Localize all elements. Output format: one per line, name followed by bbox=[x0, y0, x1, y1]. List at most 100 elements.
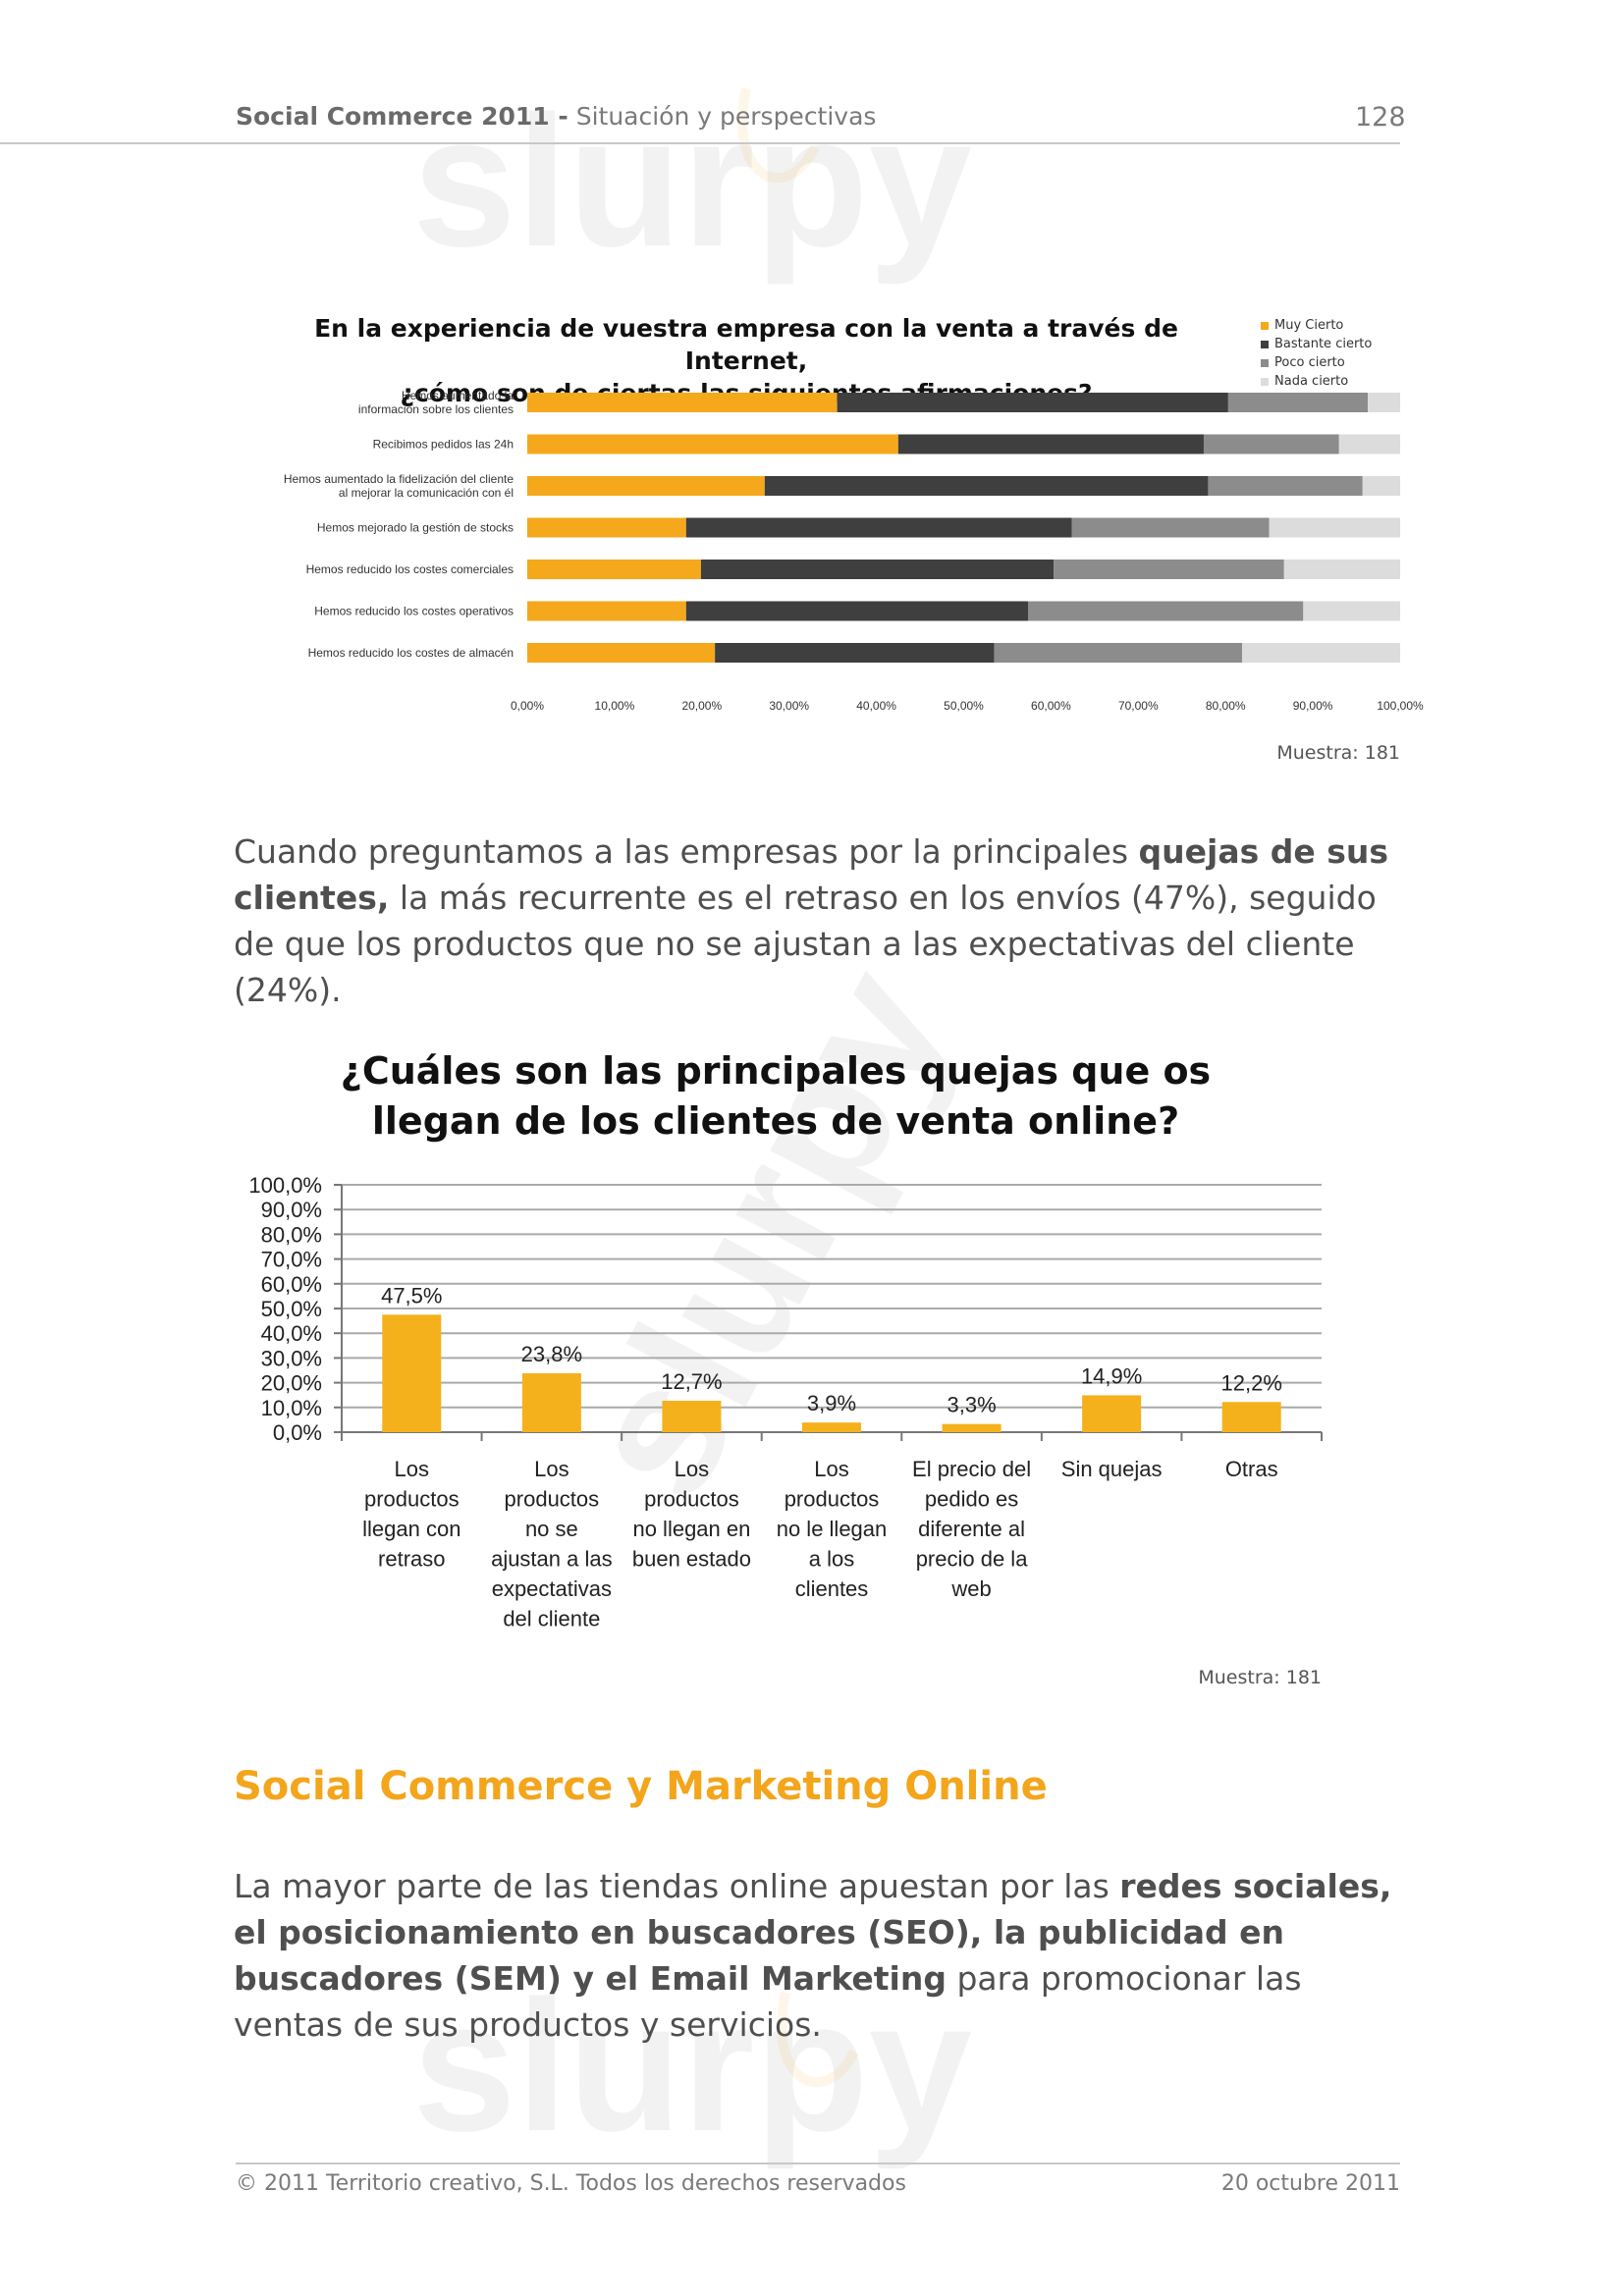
chart2-y-tick-label: 40,0% bbox=[261, 1321, 322, 1346]
chart2-title: ¿Cuáles son las principales quejas que o… bbox=[324, 1046, 1227, 1147]
paragraph-complaints: Cuando preguntamos a las empresas por la… bbox=[234, 828, 1412, 1013]
chart2-data-label: 14,9% bbox=[1081, 1363, 1142, 1388]
legend-label-nada-cierto: Nada cierto bbox=[1274, 374, 1349, 389]
chart1-x-tick-label: 20,00% bbox=[681, 699, 722, 713]
chart1-bar-segment bbox=[685, 601, 1029, 621]
chart1-category-label: Hemos aumentado la fidelización del clie… bbox=[284, 472, 514, 486]
legend-swatch-bastante-cierto bbox=[1261, 340, 1269, 348]
chart1-bar-segment bbox=[837, 393, 1228, 412]
chart1-title-line1: En la experiencia de vuestra empresa con… bbox=[314, 314, 1178, 375]
chart2-category-label: Los bbox=[814, 1457, 848, 1481]
chart2-y-tick-label: 10,0% bbox=[261, 1396, 322, 1420]
chart1-x-tick-label: 0,00% bbox=[511, 699, 544, 713]
chart1-bar-segment bbox=[715, 643, 995, 663]
paragraph-complaints-part2: la más recurrente es el retraso en los e… bbox=[234, 879, 1377, 1009]
chart1-category-label: Recibimos pedidos las 24h bbox=[373, 438, 514, 452]
chart2-category-label: productos bbox=[364, 1487, 460, 1512]
chart2-category-label: precio de la bbox=[916, 1547, 1029, 1572]
chart2-category-label: productos bbox=[785, 1487, 880, 1512]
chart2-category-label: no llegan en bbox=[632, 1517, 750, 1541]
chart1-category-label: Hemos reducido los costes comerciales bbox=[306, 562, 514, 576]
chart1-bar-segment bbox=[527, 393, 838, 412]
header-title-rest: Situación y perspectivas bbox=[568, 102, 877, 131]
chart1-category-label: Hemos mejorado la gestión de stocks bbox=[317, 521, 514, 535]
chart2-bar bbox=[662, 1400, 722, 1432]
chart1-bar-segment bbox=[1368, 393, 1400, 412]
legend-label-muy-cierto: Muy Cierto bbox=[1274, 318, 1344, 333]
chart2-category-label: a los bbox=[809, 1547, 854, 1572]
chart1-bar-segment bbox=[1269, 517, 1400, 538]
chart2-y-tick-label: 70,0% bbox=[261, 1248, 322, 1272]
chart2-category-label: clientes bbox=[795, 1576, 869, 1601]
chart2-category-label: Los bbox=[675, 1457, 709, 1481]
paragraph-complaints-bold: quejas de sus clientes, bbox=[234, 832, 1388, 917]
chart2-y-tick-label: 60,0% bbox=[261, 1272, 322, 1297]
chart1-bar-segment bbox=[1362, 476, 1400, 496]
chart1-x-tick-label: 40,00% bbox=[856, 699, 896, 713]
paragraph-marketing-bold: redes sociales, el posicionamiento en bu… bbox=[234, 1867, 1392, 1998]
chart2-sample-size: Muestra: 181 bbox=[1198, 1667, 1322, 1688]
chart1-bar-segment bbox=[1283, 560, 1400, 579]
chart2-category-label: diferente al bbox=[918, 1517, 1025, 1541]
chart2-title-line1: ¿Cuáles son las principales quejas que o… bbox=[340, 1049, 1212, 1093]
chart1-category-label: al mejorar la comunicación con él bbox=[339, 486, 514, 500]
chart1-bar-segment bbox=[1054, 560, 1284, 579]
chart1-bar-segment bbox=[1227, 393, 1369, 412]
legend-swatch-muy-cierto bbox=[1261, 321, 1269, 330]
chart1-x-tick-label: 50,00% bbox=[944, 699, 984, 713]
chart1-bar-segment bbox=[527, 643, 716, 663]
chart1-bar-segment bbox=[994, 643, 1243, 663]
paragraph-marketing-part2: para promocionar las ventas de sus produ… bbox=[234, 1959, 1302, 2044]
chart1-bar-segment bbox=[1338, 434, 1400, 454]
legend-label-poco-cierto: Poco cierto bbox=[1274, 355, 1345, 370]
chart1-bar-segment bbox=[1303, 601, 1400, 621]
chart1-sample-size: Muestra: 181 bbox=[1276, 742, 1400, 764]
chart2-y-tick-label: 80,0% bbox=[261, 1222, 322, 1247]
chart2-category-label: web bbox=[950, 1576, 991, 1601]
header-divider bbox=[0, 142, 1400, 144]
chart2-bar: 0,0%10,0%20,0%30,0%40,0%50,0%60,0%70,0%8… bbox=[248, 1173, 1323, 1631]
chart2-data-label: 12,2% bbox=[1221, 1370, 1282, 1395]
chart1-category-label: Hemos reducido los costes de almacén bbox=[308, 646, 514, 660]
chart1-x-tick-label: 100,00% bbox=[1377, 699, 1424, 713]
chart2-title-line2: llegan de los clientes de venta online? bbox=[371, 1099, 1180, 1143]
chart2-category-label: no se bbox=[525, 1517, 578, 1541]
chart2-y-tick-label: 30,0% bbox=[261, 1346, 322, 1370]
legend-swatch-poco-cierto bbox=[1261, 358, 1269, 367]
chart2-category-label: Los bbox=[534, 1457, 568, 1481]
chart1-bar-segment bbox=[527, 601, 686, 621]
chart1-x-tick-label: 70,00% bbox=[1118, 699, 1159, 713]
chart2-category-label: El precio del bbox=[912, 1457, 1031, 1481]
chart1-category-label: información sobre los clientes bbox=[358, 402, 514, 416]
chart2-bar bbox=[382, 1314, 442, 1432]
chart1-legend-item: Poco cierto bbox=[1261, 353, 1372, 372]
chart1-bar-segment bbox=[1203, 434, 1339, 454]
chart2-category-label: expectativas bbox=[492, 1576, 612, 1601]
chart2-data-label: 12,7% bbox=[661, 1369, 722, 1394]
chart1-bar-segment bbox=[1071, 517, 1270, 538]
chart1-bar-segment bbox=[527, 560, 701, 579]
chart2-y-tick-label: 90,0% bbox=[261, 1198, 322, 1222]
chart2-data-label: 3,3% bbox=[947, 1393, 996, 1417]
chart1-legend-item: Muy Cierto bbox=[1261, 316, 1372, 335]
section-heading: Social Commerce y Marketing Online bbox=[234, 1764, 1048, 1809]
chart2-category-label: pedido es bbox=[925, 1487, 1018, 1512]
footer-copyright: © 2011 Territorio creativo, S.L. Todos l… bbox=[236, 2171, 906, 2196]
chart2-category-label: no le llegan bbox=[777, 1517, 888, 1541]
chart2-category-label: del cliente bbox=[503, 1607, 600, 1631]
header-title-bold: Social Commerce 2011 - bbox=[236, 102, 568, 131]
chart1-bar-segment bbox=[897, 434, 1204, 454]
chart2-y-tick-label: 20,0% bbox=[261, 1371, 322, 1396]
chart1-x-tick-label: 10,00% bbox=[595, 699, 635, 713]
chart1-legend-item: Nada cierto bbox=[1261, 372, 1372, 391]
chart2-y-tick-label: 0,0% bbox=[273, 1420, 322, 1445]
chart2-bar bbox=[942, 1423, 1001, 1432]
chart2-bar bbox=[521, 1373, 581, 1432]
chart1-x-tick-label: 30,00% bbox=[769, 699, 809, 713]
chart2-data-label: 23,8% bbox=[521, 1342, 582, 1366]
chart1-bar-segment bbox=[685, 517, 1072, 538]
chart2-category-label: Los bbox=[395, 1457, 429, 1481]
chart1-category-label: Hemos aumentado la bbox=[402, 389, 514, 402]
chart1-bar-segment bbox=[527, 476, 765, 496]
